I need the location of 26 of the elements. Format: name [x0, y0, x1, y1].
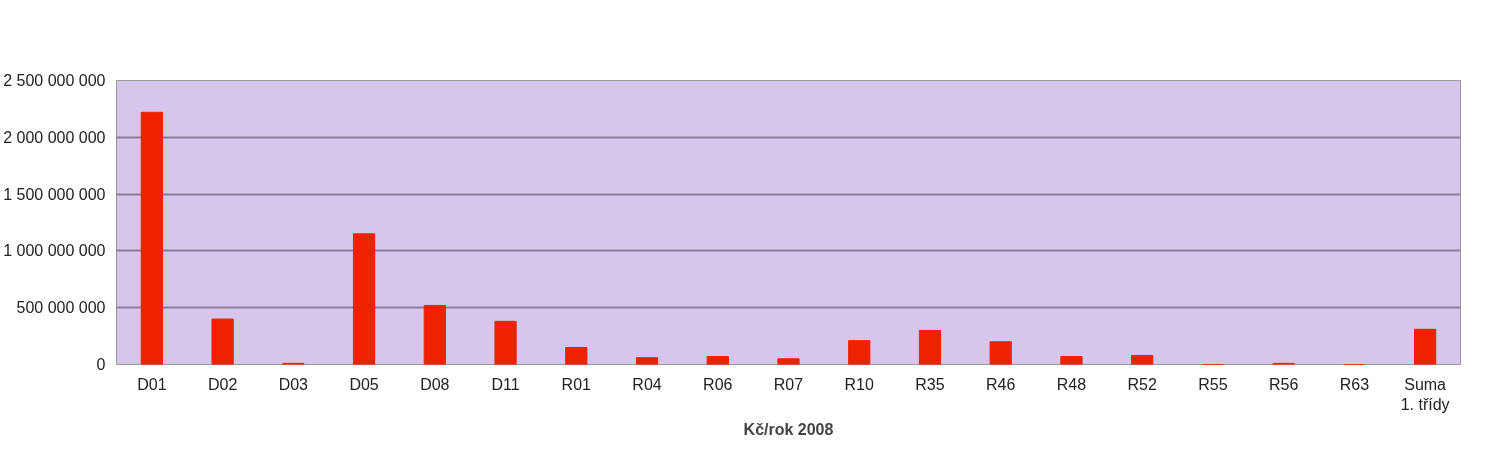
y-tick-label: 500 000 000 [16, 299, 106, 317]
y-tick-label: 2 000 000 000 [3, 128, 106, 146]
x-tick-label: R56 [1268, 375, 1299, 393]
y-tick-label: 0 [96, 356, 106, 373]
x-tick-label: D02 [207, 375, 238, 393]
x-tick-label: R10 [844, 375, 875, 393]
x-tick-label: D01 [137, 375, 167, 393]
y-tick-label: 1 000 000 000 [3, 242, 106, 260]
x-tick-label: D03 [278, 375, 309, 393]
x-tick-label: R55 [1198, 375, 1228, 393]
y-tick-label: 2 500 000 000 [3, 72, 106, 89]
x-tick-label: R48 [1056, 375, 1087, 393]
y-tick-label: 1 500 000 000 [3, 185, 106, 203]
x-tick-label: R35 [915, 375, 945, 393]
x-tick-label: R06 [703, 375, 733, 393]
x-tick-label: R46 [986, 375, 1016, 393]
x-tick-label: D08 [420, 375, 450, 393]
x-tick-label: D11 [491, 375, 520, 393]
x-tick-label: D05 [349, 375, 379, 393]
x-tick-label: Suma 1. třídy [1400, 375, 1450, 413]
x-tick-label: R52 [1127, 375, 1157, 393]
x-tick-label: R04 [632, 375, 662, 393]
x-axis-title: Kč/rok 2008 [743, 420, 834, 438]
x-tick-label: R63 [1339, 375, 1370, 393]
x-tick-label: R07 [773, 375, 804, 393]
x-tick-label: R01 [561, 375, 592, 393]
